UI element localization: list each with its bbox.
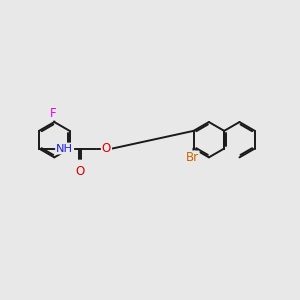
- Text: F: F: [50, 107, 56, 120]
- Text: O: O: [102, 142, 111, 155]
- Text: NH: NH: [56, 143, 73, 154]
- Text: O: O: [75, 165, 85, 178]
- Text: Br: Br: [186, 152, 199, 164]
